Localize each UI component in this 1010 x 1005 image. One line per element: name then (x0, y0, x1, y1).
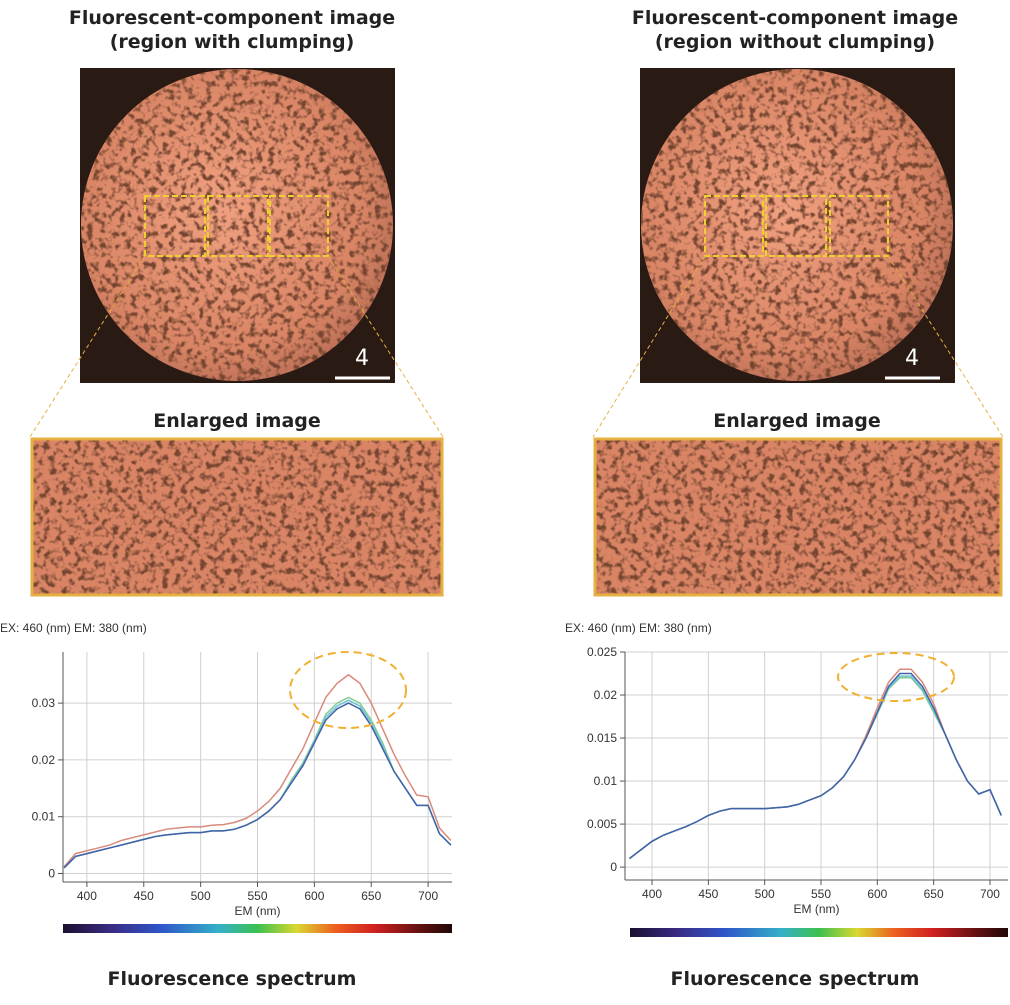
spectrum-line (630, 674, 1002, 859)
panel-title: Fluorescent-component image (632, 7, 958, 29)
x-tick-label: 700 (980, 887, 1000, 901)
caption: Fluorescence spectrum (108, 968, 357, 990)
spectrum-bar (63, 924, 452, 933)
y-tick-label: 0 (48, 866, 55, 880)
y-tick-label: 0.015 (587, 731, 617, 745)
texture (32, 439, 442, 595)
panel-title: (region without clumping) (655, 31, 935, 53)
x-tick-label: 550 (811, 887, 831, 901)
y-tick-label: 0.025 (587, 645, 617, 659)
y-tick-label: 0.02 (594, 688, 618, 702)
y-tick-label: 0.005 (587, 817, 617, 831)
chart: EX: 460 (nm) EM: 380 (nm) 400 450 500 550 600… (565, 621, 1008, 916)
y-tick-label: 0.02 (32, 753, 56, 767)
x-tick-label: 400 (77, 889, 97, 903)
scale-label: 4 (355, 346, 369, 371)
x-tick-label: 550 (247, 889, 267, 903)
x-tick-label: 400 (642, 887, 662, 901)
x-tick-label: 500 (191, 889, 211, 903)
y-tick-label: 0.01 (32, 810, 56, 824)
x-tick-label: 600 (867, 887, 887, 901)
enlarged-label: Enlarged image (713, 410, 881, 432)
x-axis-label: EM (nm) (794, 902, 840, 916)
y-tick-label: 0.03 (32, 696, 56, 710)
x-tick-label: 700 (418, 889, 438, 903)
panel-title: Fluorescent-component image (69, 7, 395, 29)
x-tick-label: 650 (361, 889, 381, 903)
x-tick-label: 600 (304, 889, 324, 903)
highlight-ellipse (290, 652, 406, 728)
texture (595, 439, 1001, 595)
spectrum-bar (630, 928, 1008, 937)
y-tick-label: 0 (610, 860, 617, 874)
spectrum-line (630, 676, 1002, 858)
chart: EX: 460 (nm) EM: 380 (nm) 400 450 500 550 600… (0, 621, 452, 918)
caption: Fluorescence spectrum (671, 968, 920, 990)
enlarged-label: Enlarged image (153, 410, 321, 432)
spectrum-line (630, 678, 1002, 859)
x-tick-label: 450 (134, 889, 154, 903)
panel-title: (region with clumping) (110, 31, 355, 53)
x-tick-label: 450 (698, 887, 718, 901)
scale-label: 4 (905, 346, 919, 371)
figure: Fluorescent-component image (region with… (0, 0, 1010, 1005)
chart-title: EX: 460 (nm) EM: 380 (nm) (565, 621, 712, 635)
y-tick-label: 0.01 (594, 774, 618, 788)
x-tick-label: 650 (924, 887, 944, 901)
chart-title: EX: 460 (nm) EM: 380 (nm) (0, 621, 147, 635)
panel-right: Fluorescent-component image (region with… (593, 7, 1008, 990)
panel-left: Fluorescent-component image (region with… (30, 7, 452, 990)
x-axis-label: EM (nm) (235, 904, 281, 918)
spectrum-line (630, 669, 1002, 858)
x-tick-label: 500 (755, 887, 775, 901)
